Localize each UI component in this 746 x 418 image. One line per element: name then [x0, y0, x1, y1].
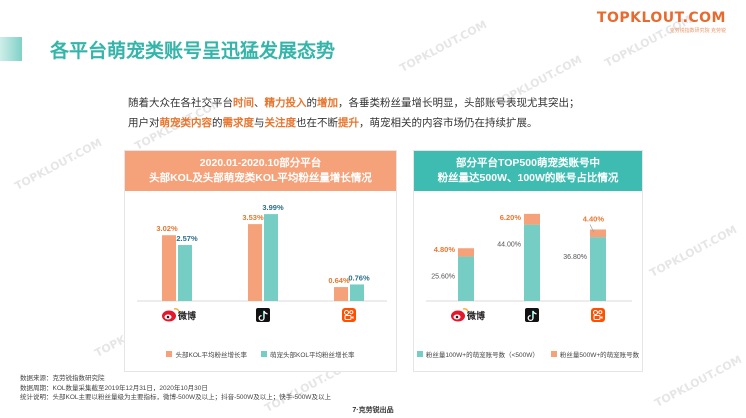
- share-stacked-bar-chart: 25.60% 4.80% 微博 44.00% 6.20% 36.80% 4.40%: [426, 213, 632, 322]
- douyin-icon: [256, 308, 270, 322]
- weibo-icon: 微博: [451, 308, 485, 322]
- bar-segment-100w: [458, 256, 474, 301]
- intro-line-2: 用户对萌宠类内容的需求度与关注度也在不断提升，萌宠相关的内容市场仍在持续扩展。: [128, 113, 728, 133]
- chart-title-line-1: 2020.01-2020.10部分平台: [199, 157, 322, 169]
- brand-logo: TOPKLOUT.COM 克劳锐指数研究院 克劳锐: [597, 10, 726, 34]
- intro-highlight: 增加: [317, 97, 338, 109]
- intro-highlight: 萌宠类内容: [159, 117, 213, 129]
- bar-segment-100w: [524, 224, 540, 301]
- intro-text-segment: ，各垂类粉丝量增长明显，头部账号表现尤其突出；: [338, 97, 580, 109]
- intro-highlight: 关注度: [264, 117, 297, 129]
- legend-label: 头部KOL平均粉丝增长率: [175, 352, 247, 359]
- note-explain: 统计说明：头部KOL主要以粉丝量级为主要指标，微博-500W及以上；抖音-500…: [20, 394, 331, 401]
- data-label: 3.02%: [156, 224, 178, 233]
- intro-text-segment: 、: [254, 97, 265, 109]
- bar-segment-500w: [524, 213, 540, 225]
- intro-text-segment: 的: [306, 97, 318, 109]
- bar: [334, 287, 348, 301]
- intro-highlight: 时间: [233, 97, 254, 109]
- data-label: 0.76%: [348, 273, 370, 282]
- intro-highlight: 精力投入: [264, 97, 307, 109]
- footnotes: 数据来源：克劳锐指数研究院 数据周期：KOL数量采集截至2019年12月31日，…: [20, 374, 331, 403]
- note-source: 数据来源：克劳锐指数研究院: [20, 375, 105, 382]
- intro-text-segment: 与: [254, 117, 265, 129]
- bar: [264, 214, 278, 301]
- intro-text-segment: 的: [212, 117, 223, 129]
- legend-swatch-salmon: [166, 351, 173, 357]
- label-leader-line: [589, 224, 595, 233]
- intro-text-segment: 也在不断: [296, 117, 338, 129]
- bar-segment-500w: [590, 229, 606, 238]
- legend-swatch-teal: [261, 351, 267, 357]
- growth-bar-chart: 3.02%2.57% 微博 3.53%3.99% 0.64%0.76%: [137, 203, 387, 322]
- data-label: 2.57%: [176, 234, 198, 243]
- legend-item: 粉丝量100W+的萌宠账号数（<500W）: [416, 349, 539, 359]
- data-label: 3.53%: [242, 213, 264, 222]
- logo-text: TOPKLOUT.COM: [596, 10, 726, 26]
- watermark: TOPKLOUT.COM: [647, 223, 740, 280]
- bar: [178, 245, 192, 301]
- data-label: 44.00%: [497, 242, 521, 249]
- page-footer: 7·克劳锐出品: [352, 407, 394, 414]
- intro-highlight: 需求度: [222, 117, 255, 129]
- weibo-icon: 微博: [162, 308, 196, 322]
- data-label: 6.20%: [500, 213, 522, 222]
- bar: [248, 224, 262, 301]
- intro-line-1: 随着大众在各社交平台时间、精力投入的增加，各垂类粉丝量增长明显，头部账号表现尤其…: [128, 93, 728, 113]
- share-chart-card: 部分平台TOP500萌宠类账号中 粉丝量达500W、100W的账号占比情况 25…: [413, 150, 643, 372]
- legend-swatch-teal: [416, 351, 423, 357]
- page-title: 各平台萌宠类账号呈迅猛发展态势: [50, 40, 336, 62]
- title-accent-bar: [0, 37, 22, 61]
- douyin-icon: [525, 308, 539, 322]
- bar: [350, 284, 364, 301]
- share-chart-header: 部分平台TOP500萌宠类账号中 粉丝量达500W、100W的账号占比情况: [414, 151, 642, 191]
- intro-text-segment: ，萌宠相关的内容市场仍在持续扩展。: [359, 117, 538, 129]
- intro-highlight: 提升: [338, 117, 359, 129]
- intro-text-segment: 用户对: [128, 117, 160, 129]
- chart-title-line-2: 粉丝量达500W、100W的账号占比情况: [437, 172, 619, 184]
- logo-subtext: 克劳锐指数研究院 克劳锐: [669, 28, 726, 34]
- watermark: TOPKLOUT.COM: [397, 18, 490, 75]
- legend-label: 粉丝量100W+的萌宠账号数（<500W）: [425, 352, 539, 359]
- note-period: 数据周期：KOL数量采集截至2019年12月31日，2020年10月30日: [20, 384, 208, 392]
- platform-label: 微博: [177, 310, 196, 321]
- watermark: TOPKLOUT.COM: [652, 353, 745, 410]
- watermark: TOPKLOUT.COM: [12, 136, 105, 193]
- kuaishou-icon: [591, 308, 605, 322]
- bar: [162, 235, 176, 301]
- data-label: 25.60%: [431, 274, 455, 281]
- share-chart-legend: 粉丝量100W+的萌宠账号数（<500W） 粉丝量500W+的萌宠账号数: [414, 349, 642, 359]
- data-label: 4.80%: [434, 245, 456, 254]
- intro-text-segment: 随着大众在各社交平台: [128, 97, 233, 109]
- bar-segment-500w: [458, 248, 474, 257]
- legend-item: 萌宠头部KOL平均粉丝增长率: [261, 349, 355, 359]
- chart-title-line-1: 部分平台TOP500萌宠类账号中: [456, 157, 600, 169]
- data-label: 3.99%: [262, 203, 284, 212]
- legend-label: 萌宠头部KOL平均粉丝增长率: [270, 352, 355, 359]
- kuaishou-icon: [342, 308, 356, 322]
- growth-chart-legend: 头部KOL平均粉丝增长率 萌宠头部KOL平均粉丝增长率: [125, 349, 396, 359]
- legend-swatch-salmon: [550, 351, 557, 357]
- data-label: 4.40%: [583, 214, 605, 223]
- bar-segment-100w: [590, 237, 606, 301]
- legend-item: 粉丝量500W+的萌宠账号数: [550, 349, 640, 359]
- platform-label: 微博: [466, 310, 485, 321]
- growth-chart-card: 2020.01-2020.10部分平台 头部KOL及头部萌宠类KOL平均粉丝量增…: [124, 150, 397, 372]
- intro-text: 随着大众在各社交平台时间、精力投入的增加，各垂类粉丝量增长明显，头部账号表现尤其…: [128, 93, 728, 133]
- data-label: 0.64%: [328, 276, 350, 285]
- growth-chart-header: 2020.01-2020.10部分平台 头部KOL及头部萌宠类KOL平均粉丝量增…: [125, 151, 396, 191]
- legend-item: 头部KOL平均粉丝增长率: [166, 349, 247, 359]
- data-label: 36.80%: [563, 254, 587, 261]
- legend-label: 粉丝量500W+的萌宠账号数: [559, 352, 640, 359]
- chart-title-line-2: 头部KOL及头部萌宠类KOL平均粉丝量增长情况: [149, 172, 372, 184]
